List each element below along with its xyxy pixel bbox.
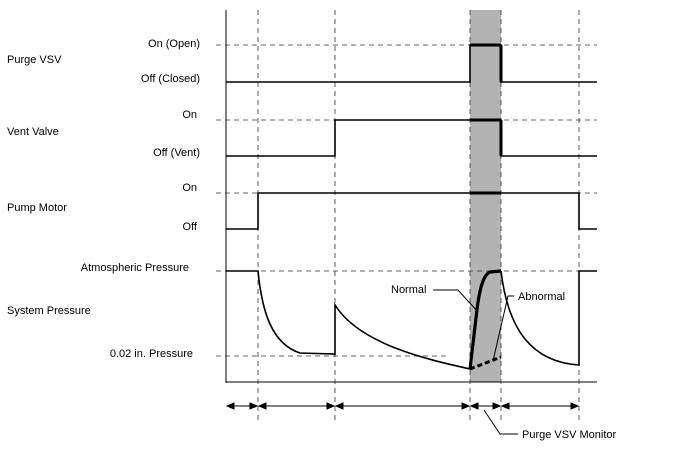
atmospheric-pressure-label: Atmospheric Pressure xyxy=(81,262,189,274)
phase-arrowhead xyxy=(225,402,235,410)
abnormal-label: Abnormal xyxy=(518,291,565,303)
purge-vsv-waveform xyxy=(226,44,597,83)
vent-valve-off-label: Off (Vent) xyxy=(153,147,200,159)
phase-arrows xyxy=(225,402,580,410)
phase-arrowhead xyxy=(492,402,502,410)
phase-arrowhead xyxy=(461,402,471,410)
normal-leader xyxy=(433,289,479,313)
pressure-002-label: 0.02 in. Pressure xyxy=(110,348,193,360)
phase-dividers xyxy=(257,10,580,420)
vent-valve-name: Vent Valve xyxy=(7,126,59,138)
phase-arrowhead xyxy=(326,402,336,410)
purge-vsv-on-label: On (Open) xyxy=(148,38,200,50)
monitor-label: Purge VSV Monitor xyxy=(522,429,616,441)
pump-motor-on-label: On xyxy=(182,182,197,194)
pump-motor-waveform xyxy=(226,192,597,230)
purge-vsv-name: Purge VSV xyxy=(7,54,62,66)
vent-valve-waveform xyxy=(226,119,597,157)
system-pressure-abnormal-curve xyxy=(469,355,502,371)
level-guides xyxy=(216,44,597,357)
phase-arrowhead xyxy=(570,402,580,410)
phase-arrowhead xyxy=(249,402,259,410)
system-pressure-normal-curve xyxy=(468,269,502,370)
phase-arrowhead xyxy=(334,402,344,410)
pump-motor-off-label: Off xyxy=(183,221,198,233)
purge-vsv-off-label: Off (Closed) xyxy=(141,73,200,85)
phase-arrowhead xyxy=(500,402,510,410)
abnormal-leader xyxy=(492,295,514,362)
monitor-leader xyxy=(483,409,518,435)
phase-arrowhead xyxy=(257,402,267,410)
system-pressure-waveform xyxy=(226,270,471,370)
system-pressure-name: System Pressure xyxy=(7,305,91,317)
phase-arrowhead xyxy=(469,402,479,410)
normal-label: Normal xyxy=(391,284,426,296)
system-pressure-recovery xyxy=(500,270,597,366)
vent-valve-on-label: On xyxy=(182,109,197,121)
pump-motor-name: Pump Motor xyxy=(7,202,67,214)
